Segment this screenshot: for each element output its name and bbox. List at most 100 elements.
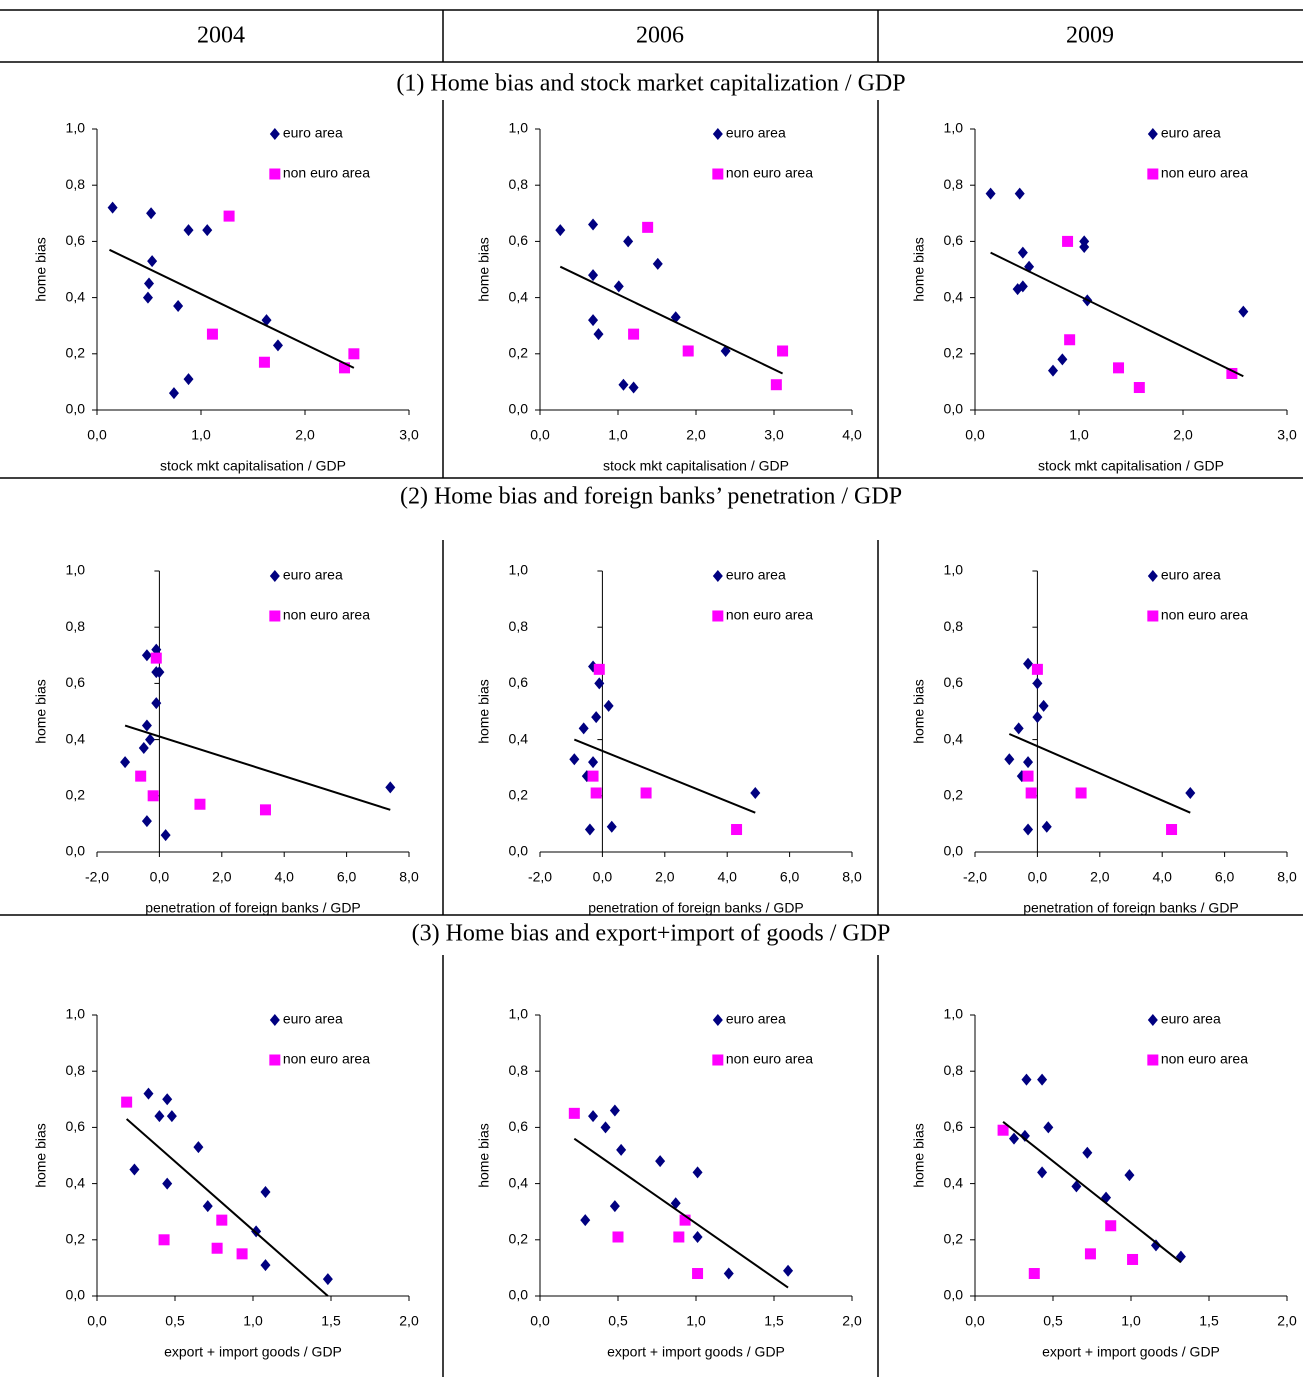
point [652, 257, 663, 270]
point [173, 300, 184, 313]
section-title: (1) Home bias and stock market capitaliz… [396, 71, 905, 97]
point [655, 1155, 666, 1168]
trend-line [990, 251, 1244, 378]
point [147, 790, 159, 802]
point [750, 786, 761, 799]
x-tick-label: 0,5 [608, 1313, 628, 1329]
legend-label: non euro area [1161, 607, 1248, 623]
legend-label: euro area [1161, 125, 1221, 141]
point [1021, 1073, 1032, 1086]
point [272, 339, 283, 352]
point [1032, 711, 1043, 724]
x-tick-label: 0,0 [530, 427, 550, 443]
y-tick-label: 0,6 [66, 1118, 86, 1134]
point [1037, 1073, 1048, 1086]
point [777, 345, 789, 357]
y-tick-label: 0,0 [509, 401, 529, 417]
legend-label: euro area [1161, 567, 1221, 583]
x-tick-label: -2,0 [963, 869, 987, 885]
point [168, 387, 179, 400]
point [1017, 280, 1028, 293]
x-tick-label: 0,0 [593, 869, 613, 885]
y-tick-label: 1,0 [944, 1006, 964, 1022]
column-header: 2009 [1066, 23, 1114, 49]
x-tick-label: 1,5 [321, 1313, 341, 1329]
point [236, 1248, 248, 1260]
point [146, 207, 157, 220]
x-tick-label: 4,0 [1152, 869, 1172, 885]
y-tick-label: 0,4 [509, 730, 529, 746]
point [385, 781, 396, 794]
legend-marker [269, 168, 281, 180]
point [609, 1104, 620, 1117]
y-tick-label: 0,6 [509, 1118, 529, 1134]
point [1009, 1132, 1019, 1145]
point [1082, 1146, 1093, 1159]
y-tick-label: 0,8 [66, 1062, 86, 1078]
x-axis-label: stock mkt capitalisation / GDP [160, 458, 346, 474]
point [1031, 663, 1043, 675]
point [1127, 1253, 1139, 1265]
point [1017, 246, 1028, 259]
point [623, 235, 634, 248]
point [147, 255, 158, 268]
point [783, 1264, 794, 1277]
point [692, 1166, 703, 1179]
legend-label: non euro area [283, 165, 370, 181]
x-tick-label: 0,5 [1043, 1313, 1063, 1329]
x-axis-label: stock mkt capitalisation / GDP [1038, 458, 1224, 474]
x-tick-label: 8,0 [842, 869, 862, 885]
legend-marker [712, 1014, 723, 1026]
y-tick-label: 0,4 [66, 730, 86, 746]
point [1004, 753, 1015, 766]
y-tick-label: 0,4 [509, 1174, 529, 1190]
trend-line [1008, 733, 1191, 814]
y-tick-label: 0,6 [944, 674, 964, 690]
point [158, 1234, 170, 1246]
point [1057, 353, 1068, 366]
point [1133, 382, 1145, 394]
legend-marker [1147, 1054, 1159, 1066]
x-tick-label: 4,0 [274, 869, 294, 885]
point [261, 314, 272, 327]
y-tick-label: 0,2 [944, 345, 964, 361]
point [144, 277, 154, 290]
x-tick-label: 2,0 [212, 869, 232, 885]
y-axis-label: home bias [33, 1123, 49, 1188]
y-tick-label: 0,8 [944, 1062, 964, 1078]
legend-label: euro area [283, 125, 343, 141]
x-tick-label: -2,0 [85, 869, 109, 885]
point [628, 328, 640, 340]
point [587, 770, 599, 782]
point [670, 1197, 681, 1210]
y-tick-label: 0,0 [66, 843, 86, 859]
legend-marker [1147, 610, 1159, 622]
point [183, 224, 194, 237]
point [593, 328, 604, 341]
point [569, 753, 580, 766]
point [1019, 1129, 1030, 1142]
x-tick-label: 1,5 [1199, 1313, 1219, 1329]
point [150, 652, 162, 664]
x-tick-label: 2,0 [295, 427, 315, 443]
y-tick-label: 0,2 [66, 1231, 86, 1247]
x-tick-label: 0,0 [87, 1313, 107, 1329]
x-tick-label: 2,0 [399, 1313, 419, 1329]
legend-label: non euro area [726, 1051, 813, 1067]
point [1041, 820, 1052, 833]
point [1166, 824, 1178, 836]
point [160, 829, 171, 842]
legend-marker [269, 128, 280, 140]
trend-line [124, 724, 391, 811]
point [121, 1096, 133, 1108]
point [1150, 1239, 1161, 1252]
y-tick-label: 0,2 [509, 787, 529, 803]
trend-line [573, 738, 756, 814]
y-tick-label: 1,0 [66, 120, 86, 136]
point [618, 378, 629, 391]
point [588, 269, 599, 282]
point [216, 1214, 228, 1226]
point [206, 328, 218, 340]
legend-marker [1147, 1014, 1158, 1026]
